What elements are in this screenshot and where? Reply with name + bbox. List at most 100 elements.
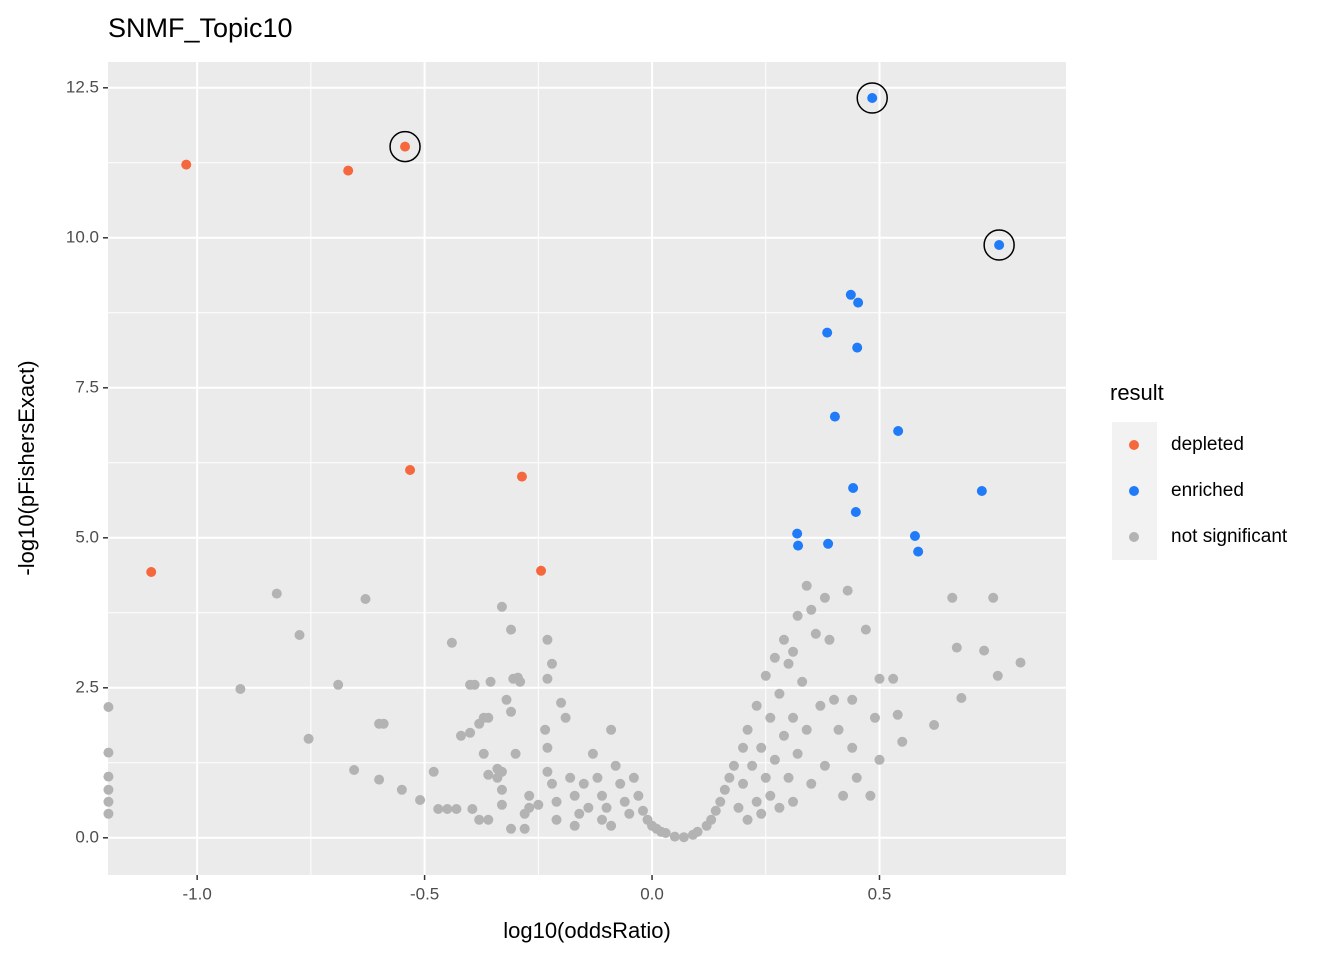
point xyxy=(947,592,958,603)
point xyxy=(303,733,314,744)
point xyxy=(146,567,157,577)
point xyxy=(546,778,557,789)
point xyxy=(556,697,567,708)
point xyxy=(492,772,503,783)
point xyxy=(271,588,282,599)
point xyxy=(913,546,924,557)
point xyxy=(810,628,821,639)
point xyxy=(874,673,885,684)
highlight-ring xyxy=(389,130,421,163)
point xyxy=(792,528,803,539)
point xyxy=(733,802,744,813)
point xyxy=(103,784,114,795)
point xyxy=(845,289,856,300)
point xyxy=(633,790,644,801)
point xyxy=(551,814,562,825)
point xyxy=(446,637,457,648)
y-tick-label: 7.5 xyxy=(75,377,99,396)
point xyxy=(501,694,512,705)
legend-marker xyxy=(1129,532,1139,542)
point xyxy=(751,796,762,807)
point xyxy=(103,771,114,782)
point xyxy=(769,754,780,765)
point xyxy=(451,804,462,814)
point xyxy=(819,592,830,603)
point xyxy=(506,823,517,834)
point xyxy=(540,724,551,735)
x-axis-title: log10(oddsRatio) xyxy=(503,918,671,943)
point xyxy=(819,760,830,771)
point xyxy=(546,658,557,669)
chart-title: SNMF_Topic10 xyxy=(108,13,293,43)
point xyxy=(738,778,749,789)
y-axis-title: -log10(pFishersExact) xyxy=(14,360,39,575)
point xyxy=(360,594,371,604)
legend-label: depleted xyxy=(1171,434,1244,455)
x-tick-label: -0.5 xyxy=(410,884,439,903)
point xyxy=(103,796,114,807)
point xyxy=(806,604,817,615)
point xyxy=(542,673,553,684)
point xyxy=(719,784,730,795)
x-tick-label: 0.5 xyxy=(868,884,892,903)
point xyxy=(333,679,344,690)
point xyxy=(378,718,389,729)
point xyxy=(483,712,494,723)
point xyxy=(551,796,562,807)
point xyxy=(751,700,762,711)
point xyxy=(792,748,803,759)
point xyxy=(824,634,835,645)
point xyxy=(542,742,553,753)
point xyxy=(909,531,920,541)
point xyxy=(976,486,987,496)
point xyxy=(788,712,799,723)
point xyxy=(235,684,246,694)
point xyxy=(506,706,517,717)
point xyxy=(728,760,739,771)
point xyxy=(496,799,507,810)
point xyxy=(756,742,767,753)
point xyxy=(610,760,621,771)
point xyxy=(669,831,680,842)
point xyxy=(597,814,608,825)
y-tick-label: 0.0 xyxy=(75,827,99,846)
point xyxy=(405,465,416,475)
point xyxy=(892,709,903,720)
point xyxy=(619,796,630,807)
point xyxy=(349,765,360,775)
point xyxy=(515,676,526,687)
point xyxy=(742,724,753,735)
point xyxy=(847,694,858,705)
point xyxy=(678,832,689,843)
point xyxy=(850,507,861,517)
point xyxy=(519,823,530,834)
point xyxy=(829,694,840,705)
point xyxy=(897,736,908,747)
legend-label: enriched xyxy=(1171,480,1244,501)
point xyxy=(103,808,114,819)
point xyxy=(601,802,612,813)
point xyxy=(951,642,962,653)
point xyxy=(455,730,466,741)
point xyxy=(569,790,580,801)
point xyxy=(888,673,899,684)
point xyxy=(483,814,494,825)
point xyxy=(578,778,589,789)
point xyxy=(483,769,494,780)
legend-marker xyxy=(1129,486,1139,496)
point xyxy=(838,790,849,801)
point xyxy=(851,772,862,783)
point xyxy=(715,796,726,807)
point xyxy=(516,471,527,482)
point xyxy=(738,742,749,753)
y-tick-label: 2.5 xyxy=(75,677,99,696)
point xyxy=(865,790,876,801)
point xyxy=(778,730,789,741)
point xyxy=(569,820,580,831)
point xyxy=(874,754,885,765)
point xyxy=(774,802,785,813)
x-tick-label: -1.0 xyxy=(183,884,212,903)
y-tick-label: 5.0 xyxy=(75,527,99,546)
point xyxy=(842,585,853,596)
point xyxy=(742,814,753,825)
